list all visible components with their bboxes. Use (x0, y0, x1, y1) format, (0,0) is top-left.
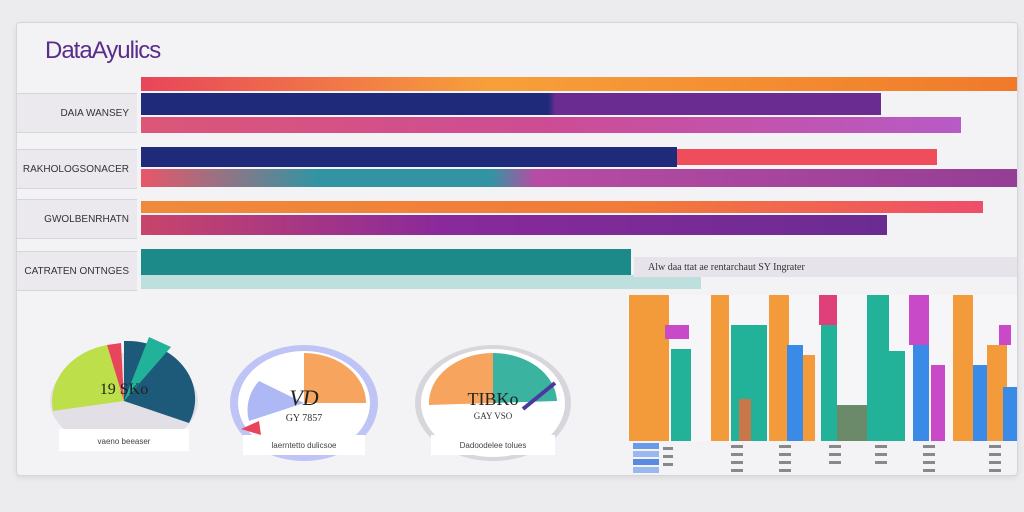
gauge-1-caption: vaeno beeaser (97, 437, 151, 446)
gauge-2-caption: laerntetto dulicsoe (271, 441, 337, 450)
gauge-3-graphic (415, 345, 571, 461)
chart-caption: Alw daa ttat ae rentarchaut SY Ingrater (634, 257, 1017, 277)
gauge-3: TIBKo GAY VSO Dadoodelee tolues (413, 341, 573, 461)
gauge-3-caption: Dadoodelee tolues (459, 441, 527, 450)
bar-3b (141, 215, 887, 235)
column-chart-graphic (627, 295, 1017, 441)
bar-2c (141, 169, 1017, 187)
gauge-2-subvalue: GY 7857 (285, 413, 323, 424)
bar-2b (677, 149, 937, 165)
column-chart-legend (633, 443, 1017, 475)
bar-4a (141, 249, 631, 275)
gauge-3-subvalue: GAY VSO (473, 411, 513, 421)
gauge-1: 19 SKo vaeno beeaser (49, 333, 199, 453)
app-title: DataAyulics (45, 37, 161, 64)
row-label-4: CATRATEN ONTNGES (17, 251, 137, 291)
bar-1a (141, 77, 1017, 91)
bar-3a (141, 201, 983, 213)
dashboard-panel: DataAyulics DAIA WANSEY RAKHOLOGSONACER … (16, 22, 1018, 476)
gauge-1-value: 19 SKo (99, 381, 149, 398)
gauge-2: VD GY 7857 laerntetto dulicsoe (229, 341, 379, 461)
row-label-3: GWOLBENRHATN (17, 199, 137, 239)
bar-1c (141, 117, 961, 133)
column-chart (627, 295, 1017, 441)
gauge-1-graphic (50, 337, 198, 451)
bar-1b (141, 93, 881, 115)
gauge-2-value: VD (289, 385, 319, 410)
row-label-2: RAKHOLOGSONACER (17, 149, 137, 189)
bar-4b (141, 275, 701, 289)
horizontal-bar-chart (141, 77, 1017, 307)
gauge-2-graphic (230, 345, 378, 461)
bar-2a (141, 147, 677, 167)
row-label-1: DAIA WANSEY (17, 93, 137, 133)
legend-graphic (633, 443, 1001, 473)
gauge-3-value: TIBKo (467, 389, 519, 409)
